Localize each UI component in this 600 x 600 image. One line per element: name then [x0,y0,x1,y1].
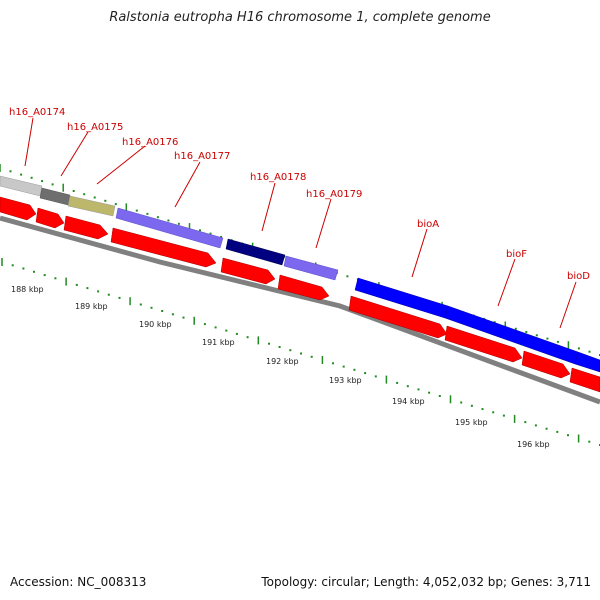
gene-bar-h16-a0178[interactable] [225,238,286,266]
leader-line-h16-a0178 [261,182,276,232]
gene-labels: h16_A0174 h16_A0175 h16_A0176 h16_A0177 … [9,107,590,282]
gene-label-h16-a0174[interactable]: h16_A0174 [9,107,65,118]
leader-line-biof [497,258,516,307]
cds-arrow[interactable] [110,227,217,268]
map-title: Ralstonia eutropha H16 chromosome 1, com… [109,10,491,25]
kbp-label: 193 kbp [329,376,362,385]
genome-summary-text: Topology: circular; Length: 4,052,032 bp… [261,575,591,589]
kbp-label: 191 kbp [202,338,235,347]
kbp-label: 196 kbp [517,440,550,449]
kbp-label: 195 kbp [455,418,488,427]
gene-label-h16-a0178[interactable]: h16_A0178 [250,172,306,183]
gene-label-h16-a0179[interactable]: h16_A0179 [306,189,362,200]
leader-line-biod [559,281,577,329]
kbp-label: 190 kbp [139,320,172,329]
leader-line-h16-a0174 [24,117,34,167]
cds-arrow[interactable] [277,274,330,301]
gene-label-h16-a0177[interactable]: h16_A0177 [174,151,230,162]
cds-arrow[interactable] [521,350,571,379]
leader-line-h16-a0177 [174,161,201,208]
gene-label-leaders [24,117,577,329]
gene-bar-h16-a0174[interactable] [0,175,43,197]
gene-label-biod[interactable]: bioD [567,271,590,282]
kbp-label: 189 kbp [75,302,108,311]
cds-arrow[interactable] [220,257,276,285]
kbp-label: 188 kbp [11,285,44,294]
cds-arrow[interactable] [444,325,523,363]
kbp-label: 194 kbp [392,397,425,406]
gene-label-biof[interactable]: bioF [506,249,527,260]
cds-arrow[interactable] [348,295,448,339]
accession-text: Accession: NC_008313 [10,575,147,589]
gene-bar-h16-a0177[interactable] [115,207,224,249]
gene-bar-h16-a0179[interactable] [283,255,339,281]
gene-label-bioa[interactable]: bioA [417,219,439,230]
leader-line-h16-a0176 [96,145,146,185]
gene-bar-h16-a0176[interactable] [67,195,116,217]
chromosome-backbone [0,215,600,405]
leader-line-h16-a0179 [315,198,332,249]
gene-bar-h16-a0175[interactable] [39,187,71,206]
gene-bars [0,175,600,373]
gene-bar-biod[interactable] [574,351,600,373]
kbp-label: 192 kbp [266,357,299,366]
leader-line-bioa [411,228,428,278]
cds-arrow[interactable] [0,196,37,221]
kbp-labels: 188 kbp 189 kbp 190 kbp 191 kbp 192 kbp … [11,285,550,449]
cds-arrow[interactable] [569,367,600,393]
cds-arrow[interactable] [63,215,109,240]
leader-line-h16-a0175 [60,131,89,177]
cds-arrow[interactable] [35,207,65,229]
gene-label-h16-a0176[interactable]: h16_A0176 [122,137,178,148]
cds-arrows [0,196,600,393]
gene-label-h16-a0175[interactable]: h16_A0175 [67,122,123,133]
